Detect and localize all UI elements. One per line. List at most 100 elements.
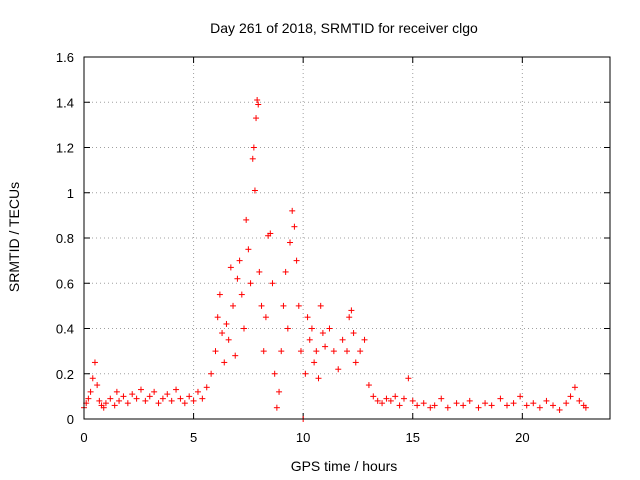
- data-point: [116, 397, 123, 404]
- data-point: [396, 402, 403, 409]
- y-tick-label: 0: [67, 412, 74, 427]
- data-point: [245, 246, 252, 253]
- data-point: [510, 400, 517, 407]
- y-tick-label: 1.2: [56, 141, 74, 156]
- data-point: [400, 395, 407, 402]
- data-point: [243, 216, 250, 223]
- data-point: [293, 257, 300, 264]
- data-point: [168, 397, 175, 404]
- data-point: [255, 101, 262, 108]
- data-point: [339, 336, 346, 343]
- data-point: [365, 382, 372, 389]
- data-point: [199, 395, 206, 402]
- data-point: [530, 400, 537, 407]
- data-point: [133, 395, 140, 402]
- data-point: [219, 330, 226, 337]
- data-point: [488, 402, 495, 409]
- data-point: [284, 325, 291, 332]
- data-point: [313, 348, 320, 355]
- data-point: [230, 302, 237, 309]
- data-point: [317, 302, 324, 309]
- data-point: [482, 400, 489, 407]
- data-point: [348, 307, 355, 314]
- data-point: [271, 370, 278, 377]
- data-point: [335, 366, 342, 373]
- data-point: [392, 393, 399, 400]
- data-point: [249, 155, 256, 162]
- data-point: [291, 223, 298, 230]
- data-point: [497, 395, 504, 402]
- data-point: [227, 264, 234, 271]
- data-point: [475, 404, 482, 411]
- x-tick-label: 0: [80, 430, 87, 445]
- data-point: [315, 375, 322, 382]
- data-point: [330, 348, 337, 355]
- data-point: [111, 402, 118, 409]
- data-point: [124, 400, 131, 407]
- data-point: [523, 402, 530, 409]
- x-axis-label: GPS time / hours: [291, 458, 398, 474]
- data-point: [113, 388, 120, 395]
- data-point: [405, 375, 412, 382]
- data-point: [536, 404, 543, 411]
- data-point: [120, 393, 127, 400]
- data-point: [304, 314, 311, 321]
- data-point: [438, 395, 445, 402]
- data-point: [571, 384, 578, 391]
- y-tick-label: 0.8: [56, 231, 74, 246]
- data-point: [262, 314, 269, 321]
- data-point: [223, 320, 230, 327]
- data-point: [142, 397, 149, 404]
- y-tick-label: 1: [67, 186, 74, 201]
- data-point: [287, 239, 294, 246]
- data-point: [466, 397, 473, 404]
- data-point: [563, 400, 570, 407]
- data-point: [280, 302, 287, 309]
- data-point: [273, 404, 280, 411]
- data-point: [89, 375, 96, 382]
- data-point: [276, 388, 283, 395]
- y-tick-label: 0.2: [56, 367, 74, 382]
- data-point: [344, 348, 350, 355]
- data-point: [503, 402, 510, 409]
- data-point: [319, 330, 326, 337]
- plot-frame: [83, 56, 611, 420]
- data-point: [232, 352, 239, 359]
- data-point: [308, 325, 315, 332]
- data-point: [289, 207, 296, 214]
- data-point: [212, 348, 219, 355]
- data-point: [87, 388, 94, 395]
- data-point: [247, 280, 254, 287]
- data-point: [374, 397, 381, 404]
- data-point: [326, 325, 333, 332]
- x-tick-label: 10: [296, 430, 310, 445]
- data-point: [282, 268, 289, 275]
- data-point: [556, 406, 563, 413]
- y-tick-label: 1.6: [56, 50, 74, 65]
- data-point: [203, 384, 210, 391]
- axis-ticks: 0 0.2 0.4 0.6 0.8 1 1.2 1.4 1.6 0 5 10 15 20: [56, 50, 610, 445]
- data-point: [240, 325, 247, 332]
- data-point: [251, 187, 258, 194]
- data-point: [164, 391, 171, 398]
- data-point: [453, 400, 460, 407]
- data-point: [186, 393, 193, 400]
- data-point: [100, 404, 107, 411]
- data-point: [269, 280, 276, 287]
- data-point: [460, 402, 467, 409]
- data-point: [190, 397, 197, 404]
- data-point: [254, 96, 261, 103]
- data-point: [208, 370, 215, 377]
- data-point: [346, 314, 353, 321]
- data-point: [267, 230, 274, 237]
- data-point: [129, 391, 136, 398]
- data-point: [137, 386, 144, 393]
- data-points: [81, 96, 589, 422]
- data-point: [177, 395, 184, 402]
- chart-title: Day 261 of 2018, SRMTID for receiver clg…: [210, 20, 478, 36]
- data-point: [350, 330, 357, 337]
- data-point: [357, 348, 364, 355]
- data-point: [311, 359, 318, 366]
- grid-lines: [84, 57, 610, 419]
- data-point: [306, 336, 313, 343]
